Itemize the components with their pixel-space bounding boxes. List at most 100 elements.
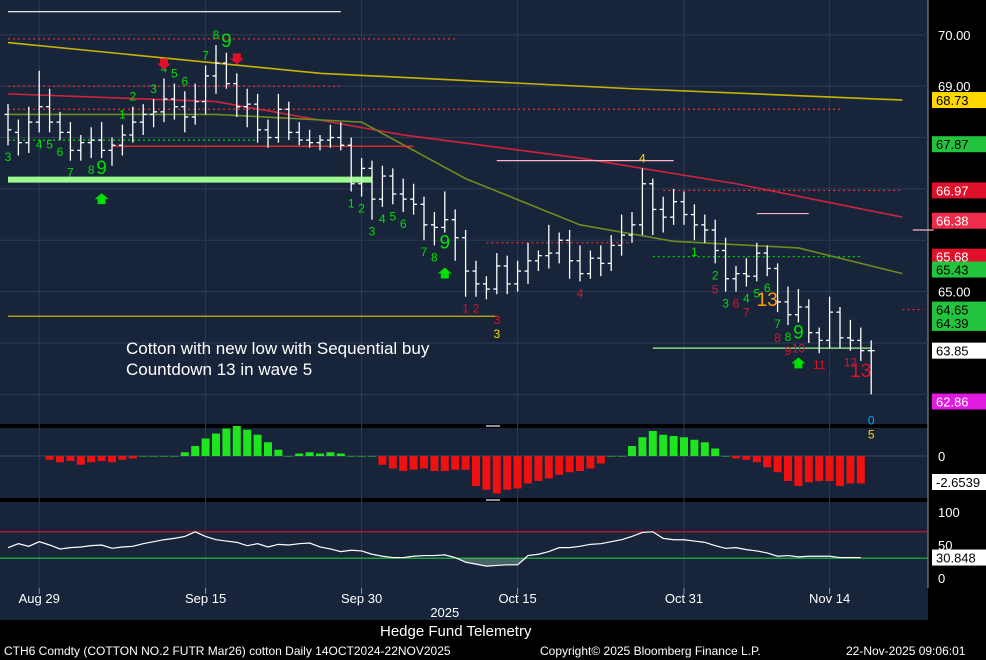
histogram-bar xyxy=(680,437,688,456)
x-tick-label: Oct 31 xyxy=(665,591,703,606)
price-tick-label: 70.00 xyxy=(938,28,971,43)
td-count-label: 2 xyxy=(473,302,480,316)
price-tag-label: 67.87 xyxy=(936,137,969,152)
price-tag xyxy=(932,182,986,199)
histogram-bar xyxy=(482,456,491,490)
td-count-label: 6 xyxy=(400,217,407,231)
price-tag-label: 66.38 xyxy=(936,214,969,229)
histogram-bar xyxy=(191,446,200,456)
td-count-label: 11 xyxy=(813,358,826,372)
td-count-label: 4 xyxy=(639,151,646,165)
histogram-bar xyxy=(97,456,106,461)
histogram-bar xyxy=(804,456,813,483)
histogram-bar xyxy=(45,456,54,460)
histogram-bar xyxy=(492,456,501,494)
histogram-bar xyxy=(66,456,75,461)
histogram-value-label: -2.6539 xyxy=(936,475,980,490)
histogram-bar xyxy=(222,428,231,456)
td-count-label: 3 xyxy=(493,327,500,341)
histogram-bar xyxy=(638,437,647,456)
td-count-label: 3 xyxy=(5,150,12,164)
histogram-bar xyxy=(596,456,605,464)
histogram-bar xyxy=(212,433,220,456)
histogram-bar xyxy=(253,434,262,456)
oscillator-tick-label: 50 xyxy=(938,538,952,553)
annotation-line-1: Cotton with new low with Sequential buy xyxy=(126,339,430,358)
histogram-bar xyxy=(368,456,376,457)
td-count-label: 8 xyxy=(785,330,792,344)
footer-timestamp: 22-Nov-2025 09:06:01 xyxy=(846,644,966,658)
price-panel-bg xyxy=(0,0,928,424)
footer-copyright: Copyright© 2025 Bloomberg Finance L.P. xyxy=(540,644,761,658)
price-tag xyxy=(932,301,986,318)
price-tag-label: 65.43 xyxy=(936,263,969,278)
histogram-bar xyxy=(856,456,865,484)
histogram-bar xyxy=(201,438,210,456)
x-axis-bg xyxy=(0,588,928,620)
price-tag xyxy=(932,212,986,229)
oscillator-line xyxy=(7,531,861,567)
histogram-bar xyxy=(555,456,564,475)
td-count-label: 2 xyxy=(129,90,136,104)
td-count-label: 7 xyxy=(421,245,428,259)
td-count-label: 9 xyxy=(440,233,451,254)
histogram-bar xyxy=(711,448,720,456)
histogram-bar xyxy=(461,456,470,470)
td-count-label: 13 xyxy=(757,290,778,311)
histogram-bar xyxy=(284,456,293,457)
x-tick-label: Sep 15 xyxy=(185,591,226,606)
histogram-bar xyxy=(451,456,460,470)
histogram-bar xyxy=(648,431,657,456)
td-count-label: 9 xyxy=(221,31,232,52)
histogram-bar xyxy=(565,456,574,473)
year-label: 2025 xyxy=(430,605,459,620)
td-count-label: 4 xyxy=(379,212,386,226)
td-count-label: 4 xyxy=(577,286,584,300)
td-count-label: 12 xyxy=(844,356,858,370)
histogram-bar xyxy=(305,452,314,456)
td-count-label: 8 xyxy=(431,250,438,264)
price-tick-label: 65.00 xyxy=(938,285,971,300)
histogram-bar xyxy=(690,439,699,456)
histogram-bar xyxy=(108,456,116,463)
td-count-label: 6 xyxy=(57,145,64,159)
histogram-bar xyxy=(160,456,168,457)
price-tag-label: 63.85 xyxy=(936,344,969,359)
histogram-bar xyxy=(825,456,834,481)
histogram-bar xyxy=(617,456,626,457)
td-count-label: 2 xyxy=(712,268,719,282)
td-count-label: 6 xyxy=(764,281,771,295)
price-tick-label: 69.00 xyxy=(938,79,971,94)
histogram-bar xyxy=(430,456,439,471)
histogram-bar xyxy=(742,456,751,460)
td-count-label: 7 xyxy=(67,166,74,180)
price-tag-label: 65.68 xyxy=(936,250,969,265)
buy-arrow-icon xyxy=(791,357,806,369)
histogram-bar xyxy=(128,456,137,459)
histogram-bar xyxy=(149,456,158,457)
histogram-bar xyxy=(846,456,855,484)
oscillator-tick-label: 100 xyxy=(938,505,960,520)
histogram-bar xyxy=(763,456,772,468)
td-count-label: 1 xyxy=(691,245,698,259)
histogram-bar xyxy=(732,456,740,459)
histogram-bar xyxy=(659,434,668,456)
histogram-bar xyxy=(700,442,709,456)
histogram-bar xyxy=(544,456,553,479)
price-tag xyxy=(932,248,986,265)
price-tag-label: 62.86 xyxy=(936,395,969,410)
moving-average-line xyxy=(8,113,903,275)
td-count-label: 8 xyxy=(88,163,95,177)
moving-average-line xyxy=(7,93,903,218)
histogram-bar xyxy=(784,456,792,481)
td-count-label: 3 xyxy=(722,297,729,311)
histogram-bar xyxy=(399,456,408,471)
td-count-label: 5 xyxy=(46,137,53,151)
histogram-tick-label: 0 xyxy=(938,449,945,464)
oscillator-panel-bg xyxy=(0,502,928,588)
histogram-bar xyxy=(836,456,844,486)
price-tag-label: 66.97 xyxy=(936,183,969,198)
sell-arrow-icon xyxy=(229,53,244,65)
histogram-bar xyxy=(316,453,324,456)
